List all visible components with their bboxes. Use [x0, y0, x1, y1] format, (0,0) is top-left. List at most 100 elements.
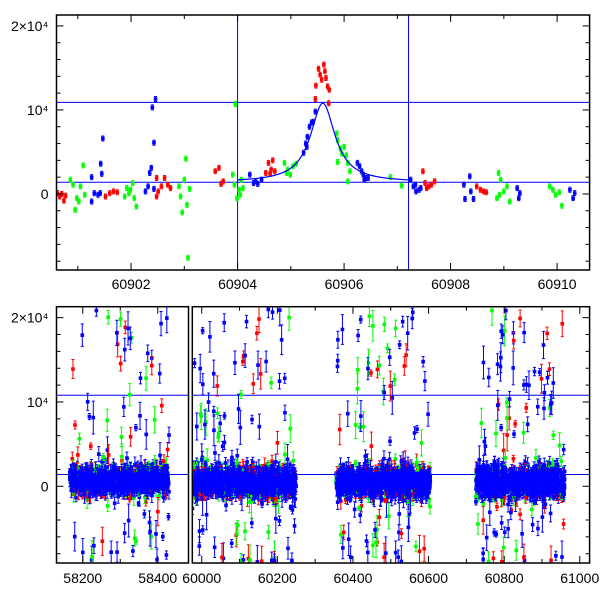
- data-point-red: [484, 190, 489, 195]
- data-point: [156, 509, 160, 514]
- data-point-red: [57, 194, 62, 199]
- data-point-blue: [147, 171, 152, 175]
- data-point-blue: [305, 135, 310, 139]
- data-point: [144, 500, 148, 505]
- data-point-blue: [99, 171, 104, 176]
- data-point: [126, 472, 131, 476]
- data-point-blue: [361, 172, 366, 177]
- data-point-green: [235, 196, 239, 200]
- data-point: [75, 484, 79, 489]
- data-point: [103, 474, 108, 478]
- data-point: [109, 550, 113, 554]
- data-point: [92, 543, 96, 548]
- data-point: [85, 472, 90, 477]
- data-point: [166, 514, 171, 519]
- data-point-red: [56, 191, 60, 195]
- data-point: [98, 484, 103, 489]
- data-point-green: [502, 189, 506, 194]
- data-point-green: [348, 169, 352, 174]
- data-point: [126, 518, 131, 523]
- data-point: [80, 550, 85, 555]
- data-point-green: [342, 145, 346, 149]
- data-point: [100, 539, 105, 544]
- data-point: [132, 496, 136, 500]
- data-point: [72, 468, 76, 472]
- data-point-blue: [355, 161, 360, 165]
- data-point: [92, 486, 97, 490]
- data-point: [106, 453, 111, 457]
- data-point: [115, 331, 119, 335]
- data-point: [138, 376, 143, 380]
- data-point-green: [178, 194, 183, 199]
- data-point: [145, 474, 150, 479]
- data-point-green: [344, 153, 349, 158]
- data-point-red: [217, 166, 221, 170]
- data-point: [69, 473, 73, 478]
- model-fit-curve: [237, 102, 409, 181]
- data-point-blue: [149, 166, 154, 170]
- data-point: [136, 502, 141, 506]
- data-point: [69, 488, 74, 493]
- data-point-blue: [146, 184, 150, 189]
- data-point-green: [233, 102, 238, 106]
- data-point-red: [219, 182, 223, 186]
- data-point: [115, 342, 120, 347]
- data-point-green: [74, 196, 79, 200]
- data-point: [97, 452, 101, 456]
- data-point: [167, 433, 171, 437]
- data-point: [82, 492, 87, 497]
- data-point: [93, 475, 98, 480]
- data-point-green: [232, 182, 237, 187]
- data-point-red: [268, 171, 272, 176]
- data-point: [122, 405, 126, 409]
- data-point-red: [62, 198, 66, 203]
- data-point-red: [429, 182, 434, 187]
- data-point-blue: [518, 191, 522, 195]
- data-point: [85, 497, 89, 502]
- data-point: [125, 488, 130, 493]
- data-point-red: [421, 169, 425, 174]
- data-point: [158, 461, 163, 465]
- data-point: [115, 475, 120, 480]
- data-point-blue: [89, 199, 94, 204]
- data-point-green: [68, 177, 73, 182]
- data-point-green: [81, 163, 85, 168]
- data-point-red: [426, 184, 431, 189]
- data-point-red: [319, 77, 324, 82]
- data-point: [78, 473, 83, 477]
- data-point: [73, 471, 78, 476]
- data-point: [143, 463, 147, 468]
- data-point: [107, 478, 112, 483]
- plot-area: [56, 15, 590, 270]
- data-point-green: [124, 186, 129, 190]
- data-point: [145, 485, 149, 490]
- data-point-green: [335, 138, 340, 142]
- data-point-blue: [357, 164, 362, 169]
- data-point-green: [335, 160, 340, 164]
- data-point: [90, 468, 94, 472]
- data-point: [126, 326, 130, 331]
- data-point-green: [177, 184, 181, 189]
- data-point: [165, 476, 170, 481]
- data-point-red: [478, 187, 483, 192]
- data-point-green: [71, 182, 75, 187]
- data-point-blue: [413, 182, 418, 187]
- data-point-blue: [143, 189, 148, 194]
- data-point-blue: [571, 196, 575, 200]
- data-point-blue: [463, 197, 467, 201]
- data-point: [150, 363, 154, 368]
- data-point: [80, 333, 85, 337]
- data-point-green: [560, 203, 564, 208]
- data-point: [71, 367, 75, 371]
- data-point-blue: [259, 177, 264, 182]
- data-point-red: [325, 84, 330, 89]
- data-point-blue: [89, 175, 94, 179]
- data-point: [100, 459, 104, 464]
- data-point: [77, 436, 82, 441]
- data-point-red: [107, 191, 112, 195]
- data-point-red: [424, 186, 429, 190]
- data-point-blue: [153, 97, 158, 101]
- data-point-green: [122, 194, 127, 199]
- data-point: [115, 550, 119, 554]
